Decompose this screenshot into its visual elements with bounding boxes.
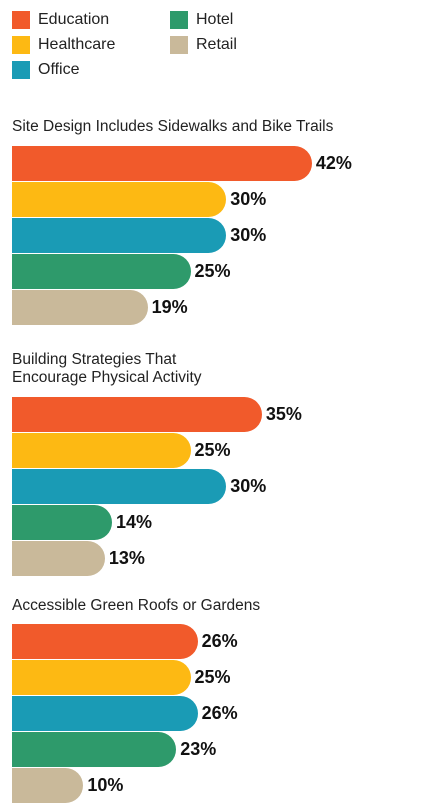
bar bbox=[12, 397, 262, 432]
bar bbox=[12, 146, 312, 181]
legend-label: Education bbox=[38, 11, 110, 28]
group-title: Accessible Green Roofs or Gardens bbox=[12, 597, 261, 614]
legend-swatch bbox=[170, 36, 188, 54]
bar bbox=[12, 660, 191, 695]
bar bbox=[12, 182, 227, 217]
bar bbox=[12, 290, 148, 325]
bar bbox=[12, 732, 177, 767]
legend-label: Hotel bbox=[196, 11, 234, 28]
legend-swatch bbox=[12, 11, 30, 29]
value-label: 26% bbox=[201, 703, 238, 723]
value-label: 19% bbox=[151, 297, 188, 317]
value-label: 13% bbox=[108, 548, 145, 568]
value-label: 25% bbox=[194, 261, 231, 281]
value-label: 30% bbox=[230, 476, 267, 496]
legend-swatch bbox=[12, 61, 30, 79]
legend-label: Healthcare bbox=[38, 36, 116, 53]
legend-label: Office bbox=[38, 61, 80, 78]
value-label: 14% bbox=[115, 512, 152, 532]
value-label: 23% bbox=[180, 739, 217, 759]
value-label: 42% bbox=[315, 153, 352, 173]
bar bbox=[12, 433, 191, 468]
bar bbox=[12, 469, 227, 504]
legend-swatch bbox=[12, 36, 30, 54]
bar bbox=[12, 218, 227, 253]
value-label: 35% bbox=[265, 404, 302, 424]
value-label: 25% bbox=[194, 440, 231, 460]
value-label: 30% bbox=[230, 189, 267, 209]
value-label: 25% bbox=[194, 667, 231, 687]
value-label: 30% bbox=[230, 225, 267, 245]
bar bbox=[12, 541, 105, 576]
group-title: Building Strategies That Encourage Physi… bbox=[12, 351, 202, 386]
legend-label: Retail bbox=[196, 36, 237, 53]
bar bbox=[12, 768, 84, 803]
legend-swatch bbox=[170, 11, 188, 29]
bar bbox=[12, 696, 198, 731]
bar bbox=[12, 254, 191, 289]
bar bbox=[12, 505, 112, 540]
value-label: 10% bbox=[87, 775, 124, 795]
value-label: 26% bbox=[201, 631, 238, 651]
group-title: Site Design Includes Sidewalks and Bike … bbox=[12, 118, 334, 135]
bar bbox=[12, 624, 198, 659]
